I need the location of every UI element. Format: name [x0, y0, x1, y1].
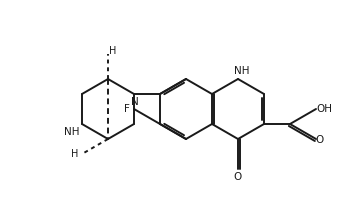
Text: F: F	[124, 104, 130, 114]
Text: OH: OH	[316, 104, 332, 114]
Text: NH: NH	[234, 66, 250, 76]
Text: O: O	[315, 135, 323, 145]
Text: H: H	[71, 149, 79, 159]
Text: O: O	[234, 172, 242, 182]
Text: NH: NH	[64, 127, 80, 137]
Text: N: N	[131, 97, 139, 107]
Text: H: H	[109, 46, 117, 56]
